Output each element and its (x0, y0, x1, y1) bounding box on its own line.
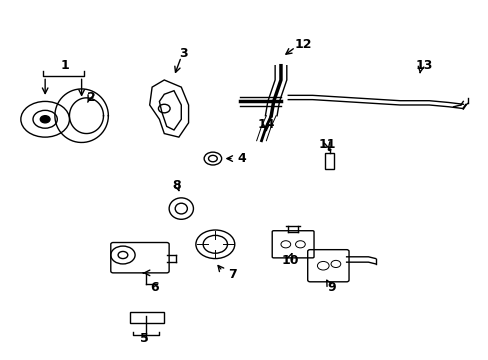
Text: 10: 10 (282, 254, 299, 267)
Text: 14: 14 (257, 118, 275, 131)
Text: 13: 13 (415, 59, 432, 72)
Text: 1: 1 (60, 59, 69, 72)
Text: 6: 6 (150, 281, 159, 294)
Circle shape (40, 116, 50, 123)
Text: 12: 12 (293, 38, 311, 51)
Text: 3: 3 (179, 47, 188, 60)
Text: 2: 2 (87, 91, 96, 104)
Text: 4: 4 (237, 152, 245, 165)
Text: 8: 8 (172, 179, 181, 192)
Bar (130, 312, 164, 323)
Text: 11: 11 (318, 138, 335, 151)
Text: 9: 9 (327, 281, 336, 294)
Bar (324, 153, 334, 169)
Text: 7: 7 (227, 268, 236, 281)
Text: 5: 5 (140, 333, 149, 346)
Circle shape (327, 148, 331, 151)
